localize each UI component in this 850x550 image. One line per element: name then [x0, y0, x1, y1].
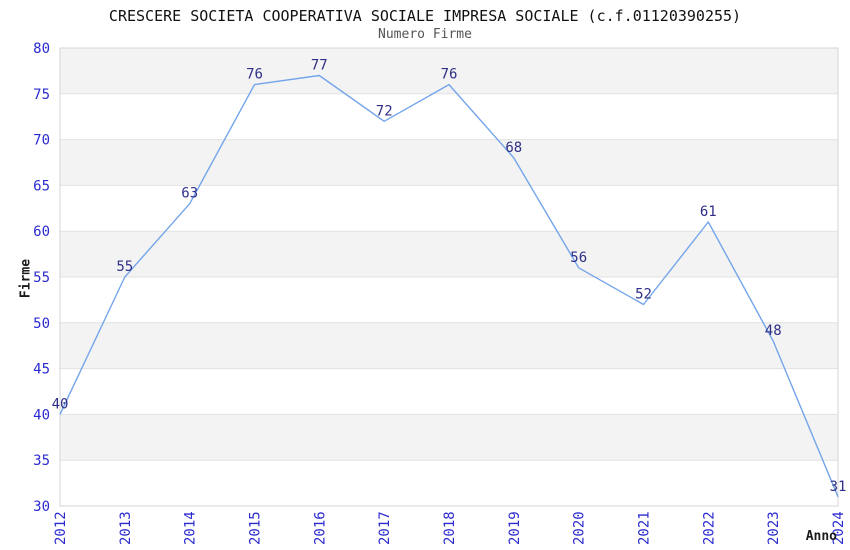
- x-tick-label: 2019: [507, 511, 523, 545]
- plot-band: [60, 93, 838, 140]
- y-tick-label: 35: [33, 453, 50, 469]
- point-label: 56: [570, 250, 587, 266]
- x-tick-label: 2018: [442, 511, 458, 545]
- plot-band: [60, 322, 838, 369]
- x-tick-label: 2013: [118, 511, 134, 545]
- x-tick-label: 2023: [766, 511, 782, 545]
- chart-title: CRESCERE SOCIETA COOPERATIVA SOCIALE IMP…: [108, 7, 742, 25]
- plot-band: [60, 48, 838, 94]
- point-label: 48: [765, 323, 782, 339]
- y-axis-title: Firme: [18, 258, 34, 299]
- y-tick-label: 40: [33, 407, 50, 423]
- y-tick-label: 65: [33, 178, 50, 194]
- point-label: 52: [635, 287, 652, 303]
- point-label: 76: [246, 67, 263, 83]
- y-tick-label: 60: [33, 224, 50, 240]
- x-tick-label: 2012: [53, 511, 69, 545]
- chart-subtitle: Numero Firme: [378, 27, 472, 42]
- y-tick-label: 70: [33, 133, 50, 149]
- x-tick-label: 2022: [701, 511, 717, 545]
- y-tick-label: 50: [33, 316, 50, 332]
- series-line: [59, 74, 839, 498]
- point-label: 77: [311, 58, 328, 74]
- point-label: 76: [441, 67, 458, 83]
- x-tick-label: 2024: [831, 511, 847, 545]
- plot-band: [60, 231, 838, 277]
- plot-band: [60, 368, 838, 415]
- plot-band: [60, 139, 838, 186]
- point-label: 72: [376, 103, 393, 119]
- x-tick-label: 2017: [377, 511, 393, 545]
- point-label: 68: [505, 140, 522, 156]
- point-label: 55: [116, 259, 133, 275]
- plot-border: [59, 47, 839, 507]
- y-tick-label: 75: [33, 87, 50, 103]
- x-tick-label: 2014: [183, 511, 199, 545]
- x-tick-label: 2015: [248, 511, 264, 545]
- point-label: 61: [700, 204, 717, 220]
- point-label: 40: [52, 396, 69, 412]
- x-axis-title: Anno: [805, 529, 837, 544]
- y-tick-label: 55: [33, 270, 50, 286]
- plot-band: [60, 460, 838, 506]
- plot-band: [60, 277, 838, 323]
- x-tick-label: 2020: [572, 511, 588, 545]
- point-label: 63: [181, 186, 198, 202]
- plot-band: [60, 185, 838, 232]
- plot-band: [60, 414, 838, 461]
- y-tick-label: 80: [33, 41, 50, 57]
- x-tick-label: 2016: [312, 511, 328, 545]
- x-tick-label: 2021: [637, 511, 653, 545]
- y-tick-label: 30: [33, 499, 50, 515]
- point-label: 31: [830, 479, 847, 495]
- y-tick-label: 45: [33, 362, 50, 378]
